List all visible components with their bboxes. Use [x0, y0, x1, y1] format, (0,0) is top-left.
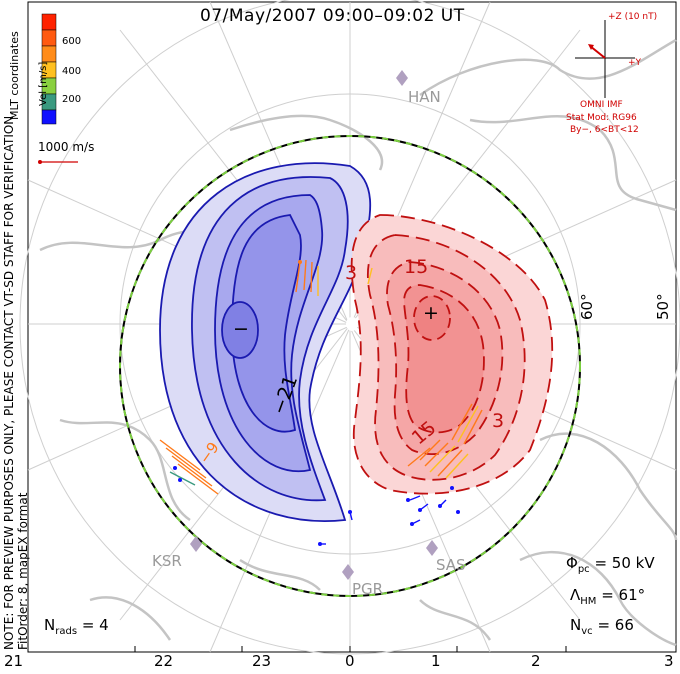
vector-dots	[173, 260, 460, 546]
positive-cell	[350, 214, 554, 495]
station-han: HAN	[408, 88, 441, 106]
lat-label-50: 50°	[654, 293, 672, 320]
mlt-label-1: 1	[431, 652, 441, 670]
imf-y-label: +Y	[628, 58, 642, 68]
imf-conditions-label: By−, 6<BT<12	[570, 125, 639, 135]
vector-scale-label: 1000 m/s	[38, 140, 95, 154]
station-ksr: KSR	[152, 552, 182, 570]
stat-nvc: Nvc = 66	[570, 616, 634, 637]
coord-label: MLT coordinates	[8, 31, 21, 120]
stat-phi-pc: Φpc = 50 kV	[566, 554, 655, 575]
mlt-label-23: 23	[252, 652, 272, 670]
stat-nrads: Nrads = 4	[44, 616, 109, 637]
fit-order-note: FitOrder: 8, mapEX format	[16, 492, 30, 650]
contour-neg-center: −	[233, 318, 249, 340]
preview-note: NOTE: FOR PREVIEW PURPOSES ONLY, PLEASE …	[2, 112, 30, 650]
page-title: 07/May/2007 09:00–09:02 UT	[200, 6, 465, 26]
stat-lambda-value: = 61°	[601, 586, 646, 604]
velocity-vectors	[159, 259, 483, 545]
mlt-label-22: 22	[154, 652, 174, 670]
stat-phi-sub: pc	[577, 564, 590, 575]
colorbar-tick-600: 600	[62, 36, 82, 47]
stat-nvc-symbol: N	[570, 616, 582, 634]
mlt-label-3: 3	[664, 652, 674, 670]
stat-mod-label: Stat Mod: RG96	[566, 113, 637, 123]
colorbar-title: Vel [m/s]	[38, 61, 49, 106]
stat-phi-symbol: Φ	[566, 554, 578, 572]
contour-pos-edge2: 3	[492, 410, 505, 432]
colorbar-tick-200: 200	[62, 94, 82, 105]
lat-label-60: 60°	[578, 293, 596, 320]
imf-clock	[575, 20, 635, 98]
contour-pos-value-top: 15	[404, 256, 429, 278]
contour-pos-edge: 3	[345, 262, 358, 284]
mlt-label-2: 2	[531, 652, 541, 670]
stat-lambda-symbol: Λ	[570, 586, 581, 604]
stat-lambda-hm: ΛHM = 61°	[570, 586, 645, 607]
preview-note-line1: NOTE: FOR PREVIEW PURPOSES ONLY, PLEASE …	[2, 111, 16, 650]
colorbar-label: Vel [m/s]	[38, 62, 49, 106]
station-pgr: PGR	[352, 580, 384, 598]
negative-cell	[159, 162, 372, 522]
stat-nvc-sub: vc	[581, 626, 593, 637]
imf-z-label: +Z (10 nT)	[608, 12, 658, 22]
stat-phi-value: = 50 kV	[594, 554, 655, 572]
stat-nrads-symbol: N	[44, 616, 56, 634]
stat-nvc-value: = 66	[597, 616, 634, 634]
mlt-label-0: 0	[345, 652, 355, 670]
colorbar-tick-400: 400	[62, 66, 82, 77]
map-frame	[27, 1, 677, 653]
mlt-label-21: 21	[4, 652, 24, 670]
station-markers	[190, 70, 438, 580]
imf-source-label: OMNI IMF	[580, 100, 623, 110]
station-sas: SAS	[436, 556, 466, 574]
coastlines	[39, 38, 678, 647]
contour-pos-center: +	[423, 302, 439, 324]
vector-scale	[38, 160, 78, 164]
hm-boundary-dash	[119, 135, 581, 597]
mlt-ticks	[27, 646, 677, 652]
stat-lambda-sub: HM	[580, 596, 597, 607]
colorbar	[41, 13, 57, 125]
stat-nrads-value: = 4	[81, 616, 109, 634]
stat-nrads-sub: rads	[55, 626, 78, 637]
pole-marker	[346, 317, 358, 331]
